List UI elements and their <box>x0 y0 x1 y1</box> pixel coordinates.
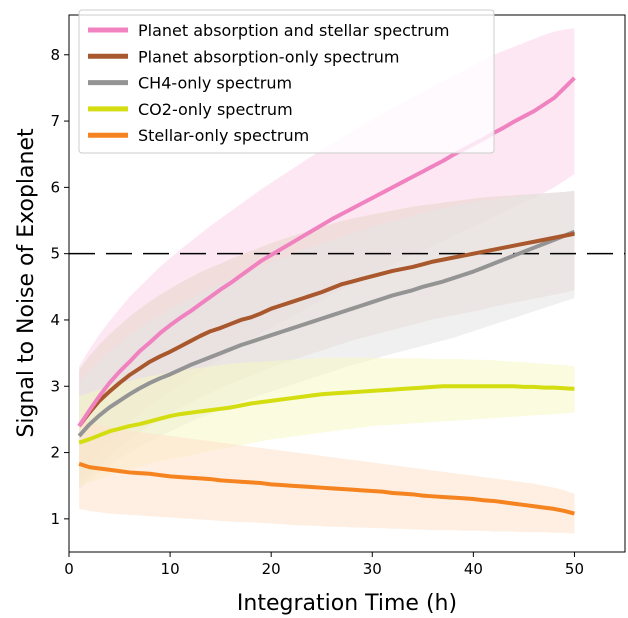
legend-label-ch4-only-spectrum: CH4-only spectrum <box>138 74 292 93</box>
x-tick-label: 20 <box>262 560 281 578</box>
y-tick-label: 4 <box>50 311 60 329</box>
x-tick-label: 10 <box>161 560 180 578</box>
y-tick-label: 7 <box>50 112 60 130</box>
y-axis-label: Signal to Noise of Exoplanet <box>14 128 39 438</box>
legend-box <box>78 9 495 154</box>
x-tick-label: 40 <box>464 560 483 578</box>
y-axis: 1 2 3 4 5 6 7 8 <box>50 46 69 528</box>
legend-label-planet-absorption-only-spectrum: Planet absorption-only spectrum <box>138 47 399 66</box>
legend-label-stellar-only-spectrum: Stellar-only spectrum <box>138 126 309 145</box>
x-axis-label: Integration Time (h) <box>237 591 457 616</box>
x-tick-label: 0 <box>64 560 74 578</box>
y-tick-label: 6 <box>50 178 60 196</box>
y-tick-label: 5 <box>50 245 60 263</box>
x-tick-label: 30 <box>363 560 382 578</box>
legend-label-planet-absorption-and-stellar-spectrum: Planet absorption and stellar spectrum <box>138 21 450 40</box>
x-axis: 0 10 20 30 40 50 <box>64 552 584 578</box>
y-tick-label: 8 <box>50 46 60 64</box>
series-line-planet-absorption-only-spectrum <box>77 231 575 428</box>
series-line-stellar-only-spectrum <box>78 461 575 516</box>
band-stellar-only-spectrum <box>79 419 575 534</box>
legend: Planet absorption and stellar spectrum Pl… <box>78 9 495 154</box>
y-tick-label: 3 <box>50 377 60 395</box>
x-tick-label: 50 <box>565 560 584 578</box>
legend-label-co2-only-spectrum: CO2-only spectrum <box>138 100 293 119</box>
y-tick-label: 2 <box>50 444 60 462</box>
y-tick-label: 1 <box>50 510 60 528</box>
series-line-co2-only-spectrum <box>78 384 575 445</box>
band-co2-only-spectrum <box>79 357 575 486</box>
series-line-ch4-only-spectrum <box>77 229 576 438</box>
